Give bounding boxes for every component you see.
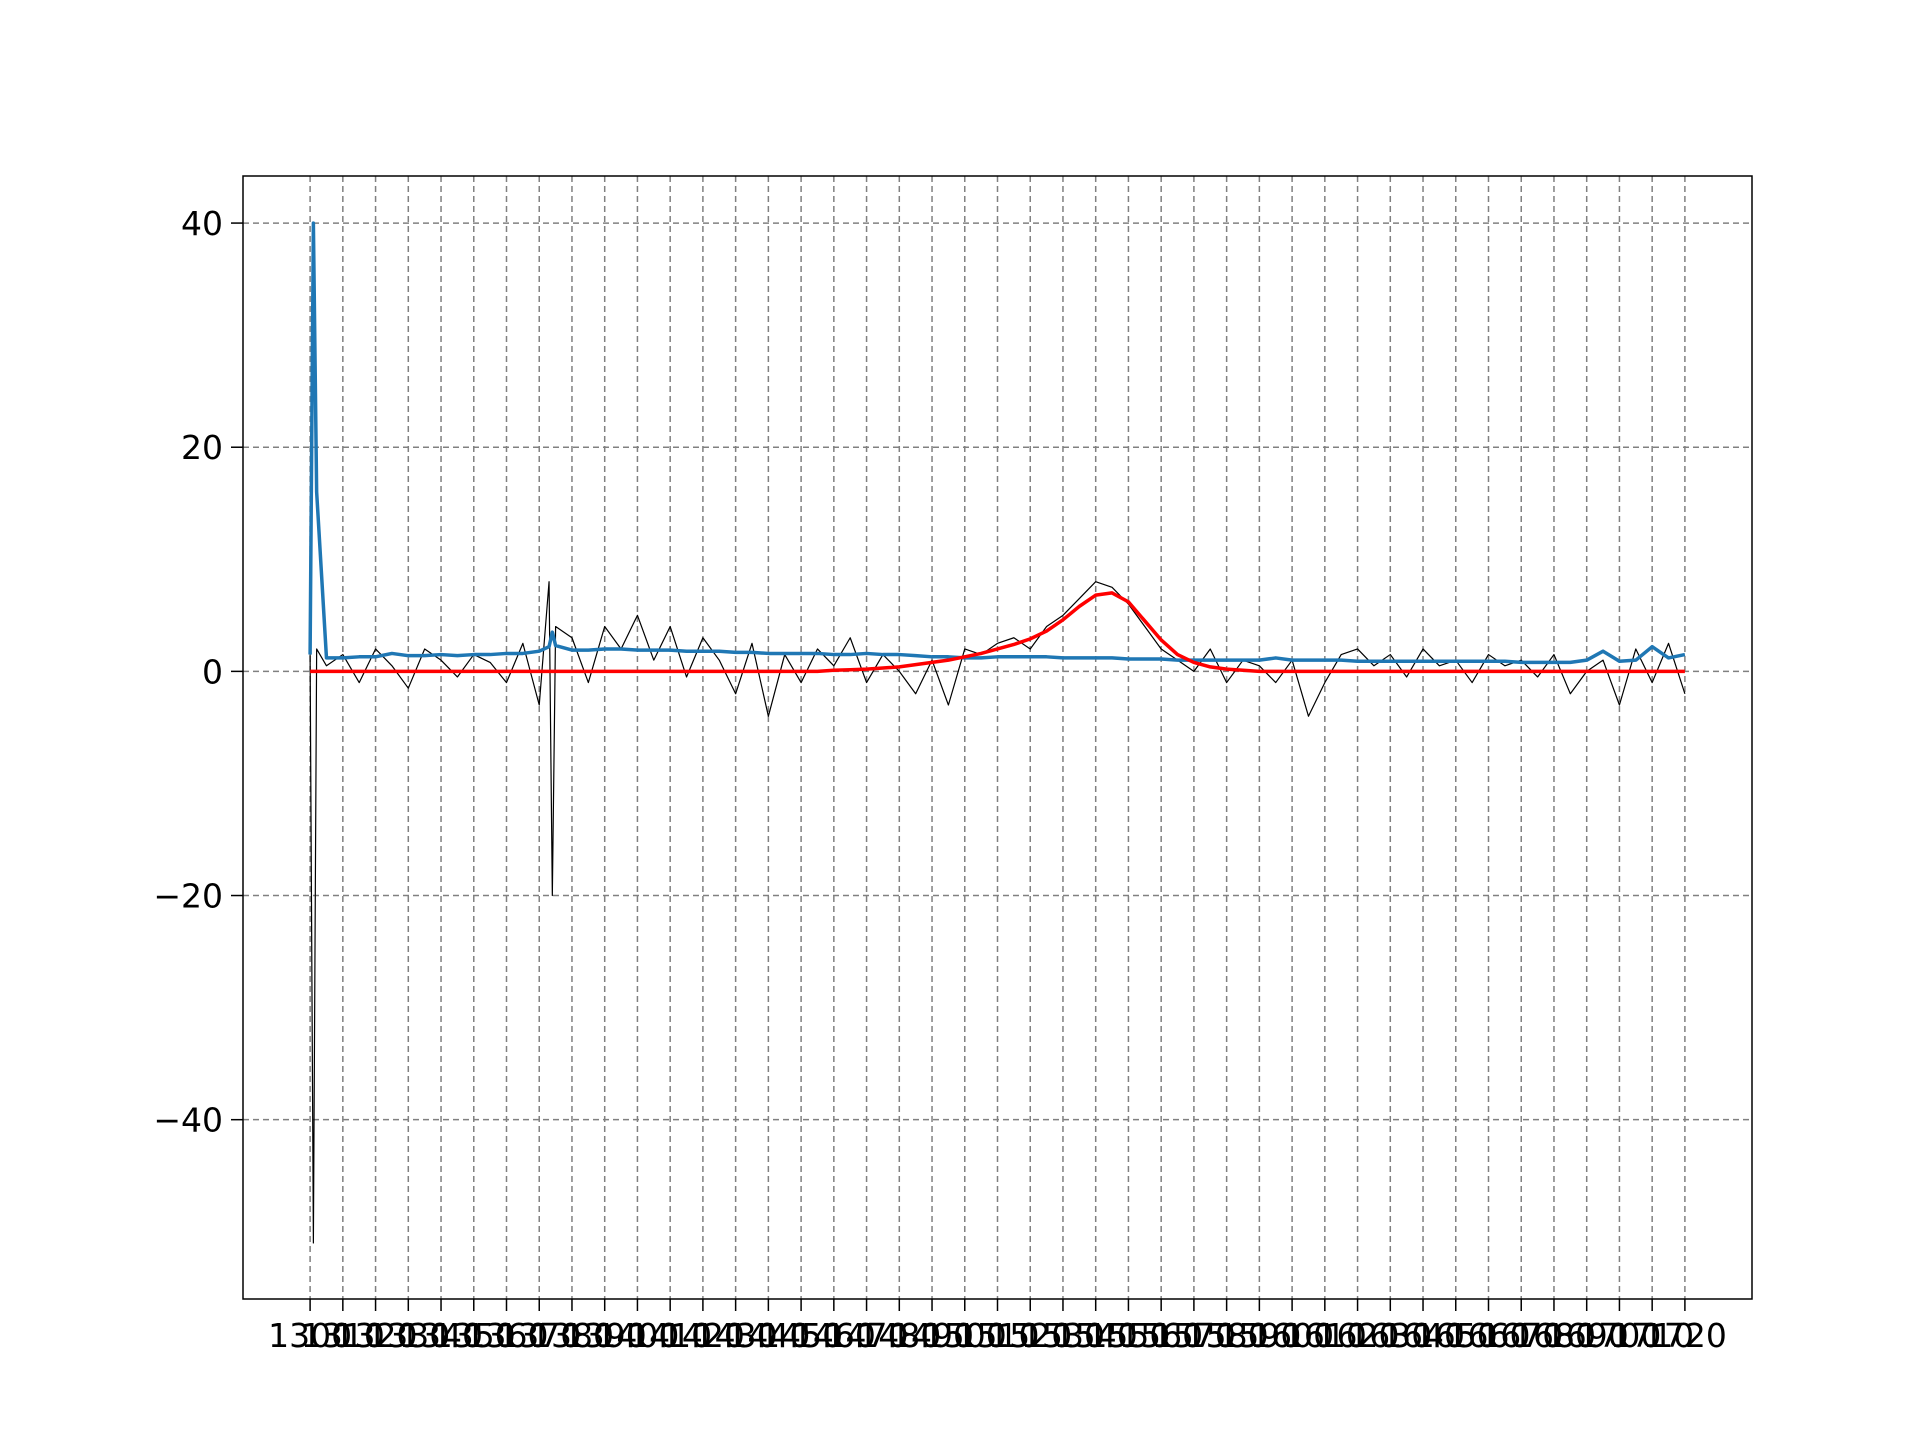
x-tick-label: 1540 bbox=[1054, 1316, 1138, 1355]
x-tick-label: 1630 bbox=[1348, 1316, 1432, 1355]
x-tick-label: 1720 bbox=[1643, 1316, 1727, 1355]
x-tick-label: 1560 bbox=[1119, 1316, 1203, 1355]
x-tick-label: 1610 bbox=[1283, 1316, 1367, 1355]
x-tick-label: 1390 bbox=[563, 1316, 647, 1355]
x-tick-label: 1350 bbox=[432, 1316, 516, 1355]
x-tick-label: 1680 bbox=[1512, 1316, 1596, 1355]
x-tick-label: 1480 bbox=[857, 1316, 941, 1355]
x-tick-label: 1360 bbox=[465, 1316, 549, 1355]
x-tick-label: 1410 bbox=[628, 1316, 712, 1355]
x-tick-label: 1530 bbox=[1021, 1316, 1105, 1355]
x-tick-label: 1710 bbox=[1610, 1316, 1694, 1355]
x-tick-label: 1700 bbox=[1577, 1316, 1661, 1355]
x-tick-label: 1330 bbox=[366, 1316, 450, 1355]
x-tick-label: 1500 bbox=[923, 1316, 1007, 1355]
x-tick-label: 1300 bbox=[268, 1316, 352, 1355]
x-tick-label: 1600 bbox=[1250, 1316, 1334, 1355]
y-tick-label: −40 bbox=[153, 1101, 223, 1140]
x-tick-label: 1420 bbox=[661, 1316, 745, 1355]
x-tick-label: 1400 bbox=[595, 1316, 679, 1355]
x-tick-label: 1340 bbox=[399, 1316, 483, 1355]
y-tick-label: 40 bbox=[181, 204, 223, 243]
x-tick-label: 1320 bbox=[334, 1316, 418, 1355]
x-tick-label: 1440 bbox=[726, 1316, 810, 1355]
x-tick-label: 1430 bbox=[694, 1316, 778, 1355]
x-tick-label: 1670 bbox=[1479, 1316, 1563, 1355]
x-tick-label: 1380 bbox=[530, 1316, 614, 1355]
x-tick-label: 1570 bbox=[1152, 1316, 1236, 1355]
x-tick-label: 1460 bbox=[792, 1316, 876, 1355]
x-tick-label: 1640 bbox=[1381, 1316, 1465, 1355]
x-tick-label: 1690 bbox=[1545, 1316, 1629, 1355]
plot-frame bbox=[242, 175, 1753, 1300]
y-tick-label: 20 bbox=[181, 428, 223, 467]
x-tick-label: 1510 bbox=[956, 1316, 1040, 1355]
data-line bbox=[310, 591, 1685, 674]
x-tick-label: 1450 bbox=[759, 1316, 843, 1355]
x-tick-label: 1590 bbox=[1217, 1316, 1301, 1355]
x-tick-label: 1370 bbox=[497, 1316, 581, 1355]
y-tick-label: −20 bbox=[153, 877, 223, 916]
y-tick-label: 0 bbox=[202, 652, 223, 691]
data-line bbox=[309, 581, 1686, 1244]
x-tick-label: 1660 bbox=[1447, 1316, 1531, 1355]
x-tick-label: 1620 bbox=[1316, 1316, 1400, 1355]
x-tick-label: 1550 bbox=[1086, 1316, 1170, 1355]
x-tick-label: 1490 bbox=[890, 1316, 974, 1355]
x-tick-label: 1650 bbox=[1414, 1316, 1498, 1355]
x-tick-label: 1310 bbox=[301, 1316, 385, 1355]
x-tick-label: 1470 bbox=[825, 1316, 909, 1355]
x-tick-label: 1520 bbox=[988, 1316, 1072, 1355]
x-tick-label: 1580 bbox=[1185, 1316, 1269, 1355]
